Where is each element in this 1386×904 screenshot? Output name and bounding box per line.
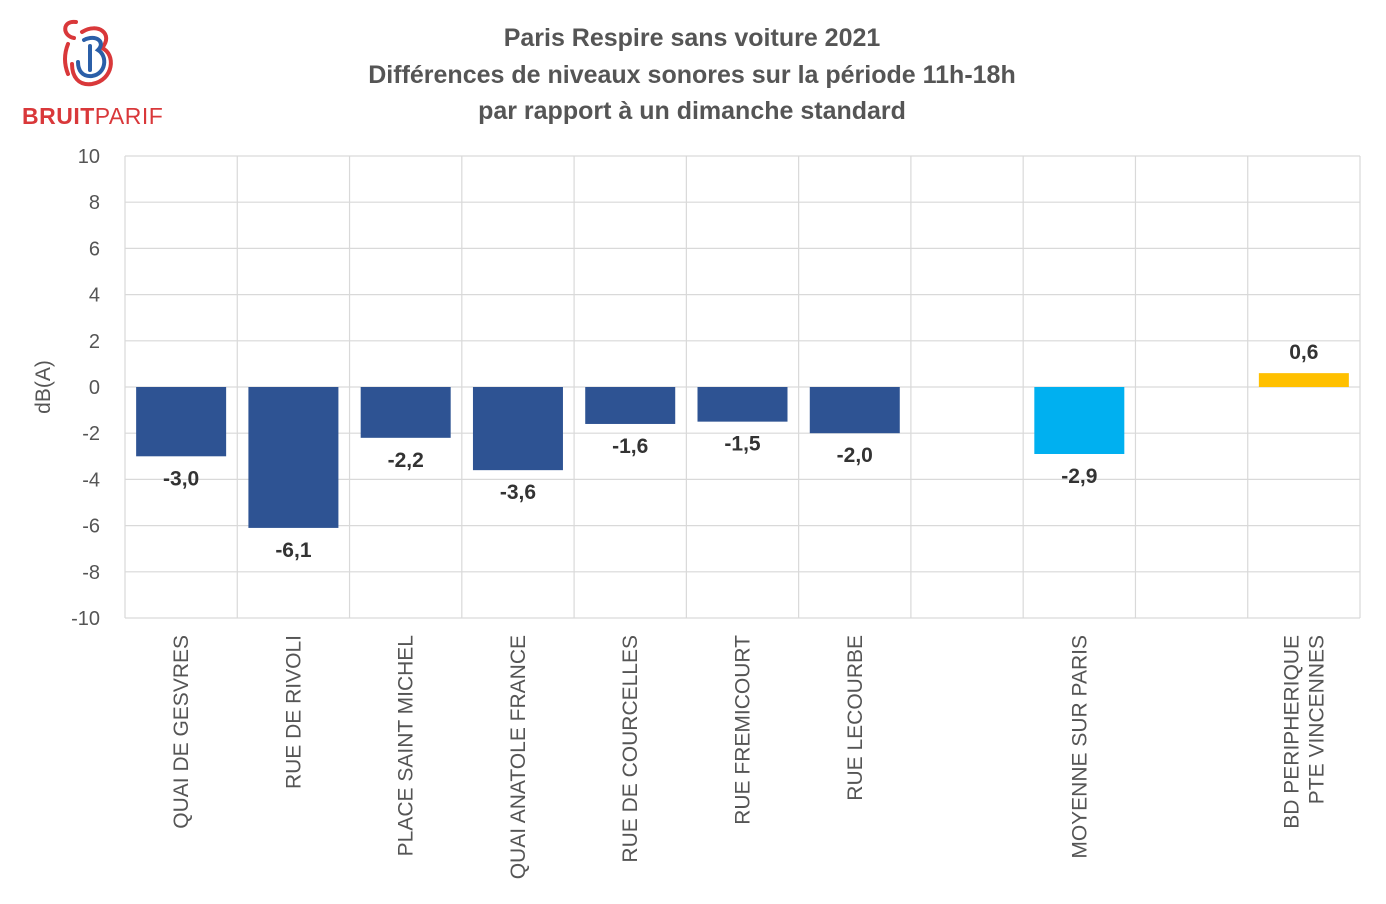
x-tick-label: PLACE SAINT MICHEL [395, 635, 418, 856]
bar [1258, 373, 1349, 387]
y-axis-label: dB(A) [32, 360, 55, 414]
data-label: -2,9 [1061, 465, 1097, 488]
bar [360, 387, 451, 438]
bar [809, 387, 900, 434]
chart-title: Paris Respire sans voiture 2021 Différen… [292, 20, 1092, 130]
bars [136, 373, 1349, 528]
y-tick-label: 2 [89, 331, 100, 353]
x-tick-label: RUE FREMICOURT [732, 635, 755, 825]
data-label: 0,6 [1289, 341, 1318, 364]
x-tick-label: RUE DE RIVOLI [282, 635, 305, 789]
data-label: -2,0 [837, 444, 873, 467]
x-tick-label: MOYENNE SUR PARIS [1068, 635, 1091, 859]
x-tick-label: QUAI ANATOLE FRANCE [507, 635, 530, 879]
data-label: -3,0 [163, 467, 199, 490]
data-label: -6,1 [275, 539, 312, 562]
bar [136, 387, 227, 457]
x-axis-ticks: QUAI DE GESVRES RUE DE RIVOLI PLACE SAINT … [170, 635, 1328, 879]
chart-title-line-2: Différences de niveaux sonores sur la pé… [368, 60, 1016, 89]
x-tick-label: RUE DE COURCELLES [619, 635, 642, 863]
y-tick-label: -4 [82, 469, 100, 491]
data-label: -1,5 [724, 433, 761, 456]
y-tick-label: 10 [78, 146, 100, 168]
y-tick-label: 4 [89, 285, 100, 307]
chart-title-line-3: par rapport à un dimanche standard [478, 97, 906, 125]
y-tick-label: -6 [82, 516, 100, 538]
data-label: -2,2 [388, 449, 424, 472]
data-label: -1,6 [612, 435, 648, 458]
logo-word-bold: BRUIT [22, 103, 95, 129]
bar [472, 387, 563, 471]
bruitparif-logo-mark [63, 19, 113, 87]
data-labels: -3,0 -6,1 -2,2 -3,6 -1,6 -1,5 -2,0 -2,9 0,6 [163, 341, 1318, 562]
bar [697, 387, 788, 422]
bar [1034, 387, 1125, 454]
y-tick-label: 6 [89, 238, 100, 260]
y-tick-label: 0 [89, 377, 100, 399]
data-label: -3,6 [500, 481, 536, 504]
y-tick-label: 8 [89, 192, 100, 214]
bar [585, 387, 676, 424]
y-tick-label: -2 [82, 423, 100, 445]
y-tick-label: -8 [82, 562, 100, 584]
logo-word-light: PARIF [94, 103, 164, 129]
x-tick-label: PTE VINCENNES [1305, 635, 1328, 804]
x-tick-label: QUAI DE GESVRES [170, 635, 193, 829]
bar [248, 387, 339, 528]
y-tick-label: -10 [71, 608, 100, 630]
bruitparif-logo [18, 14, 168, 134]
chart-title-line-1: Paris Respire sans voiture 2021 [503, 24, 881, 52]
y-axis-ticks: 10 8 6 4 2 0 -2 -4 -6 -8 -10 [71, 146, 100, 630]
x-tick-label: RUE LECOURBE [844, 635, 867, 801]
bruitparif-wordmark: BRUITPARIF [22, 103, 163, 130]
x-tick-label: BD PERIPHERIQUE [1280, 635, 1303, 829]
